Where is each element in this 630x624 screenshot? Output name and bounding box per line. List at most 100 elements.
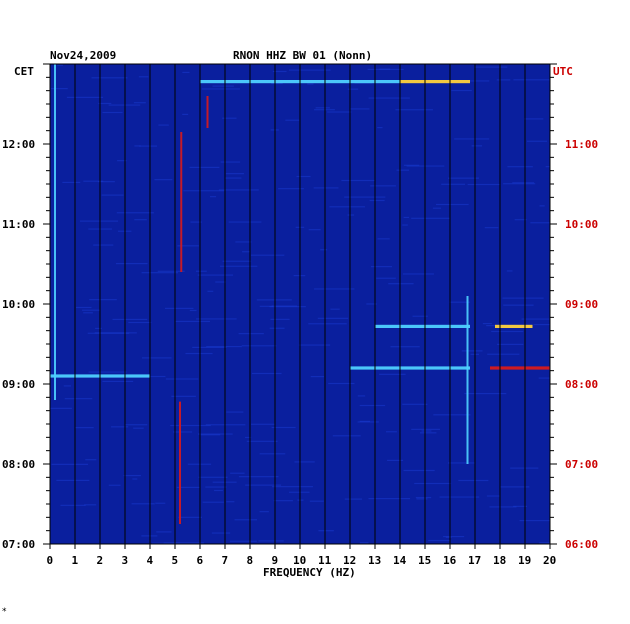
noise-streak: [198, 433, 233, 435]
noise-streak: [370, 185, 396, 187]
noise-streak: [177, 245, 199, 247]
noise-streak: [91, 77, 128, 79]
noise-streak: [317, 317, 349, 319]
spectral-band: [375, 324, 470, 328]
noise-streak: [530, 222, 550, 224]
x-tick-label: 14: [393, 554, 407, 567]
noise-streak: [207, 290, 214, 292]
noise-streak: [234, 519, 258, 521]
noise-streak: [225, 173, 244, 175]
noise-streak: [259, 305, 274, 307]
noise-streak: [526, 140, 548, 142]
noise-streak: [415, 496, 432, 499]
noise-streak: [112, 318, 148, 321]
noise-streak: [101, 194, 124, 196]
noise-streak: [489, 506, 517, 508]
y-right-tick-label: 08:00: [565, 378, 598, 391]
y-right-tick-label: 10:00: [565, 218, 598, 231]
noise-streak: [158, 124, 169, 126]
noise-streak: [83, 180, 104, 182]
noise-streak: [309, 500, 324, 502]
chart-title: RNON HHZ BW 01 (Nonn): [233, 49, 372, 62]
noise-streak: [196, 318, 237, 320]
noise-streak: [271, 82, 283, 85]
noise-streak: [484, 227, 499, 229]
noise-streak: [503, 183, 536, 185]
noise-streak: [447, 462, 475, 464]
noise-streak: [388, 283, 414, 285]
noise-streak: [294, 461, 315, 463]
noise-streak: [341, 179, 376, 182]
noise-streak: [195, 270, 207, 272]
noise-streak: [190, 221, 202, 223]
noise-streak: [218, 189, 259, 191]
noise-streak: [66, 96, 104, 98]
noise-streak: [198, 476, 228, 478]
noise-streak: [117, 160, 127, 162]
x-tick-label: 17: [468, 554, 481, 567]
noise-streak: [206, 345, 242, 348]
noise-streak: [369, 199, 385, 202]
noise-streak: [176, 486, 200, 489]
date-label: Nov24,2009: [50, 49, 116, 62]
y-right-tick-label: 09:00: [565, 298, 598, 311]
noise-streak: [347, 214, 355, 216]
noise-streak: [201, 88, 240, 90]
noise-streak: [87, 332, 130, 334]
noise-streak: [50, 88, 68, 90]
noise-streak: [285, 119, 300, 121]
noise-streak: [289, 491, 310, 493]
noise-streak: [298, 344, 331, 346]
noise-streak: [432, 207, 442, 209]
noise-streak: [165, 378, 199, 380]
noise-streak: [163, 542, 205, 544]
noise-streak: [402, 403, 428, 405]
spectral-line: [206, 96, 209, 128]
noise-streak: [245, 436, 252, 439]
noise-streak: [229, 540, 257, 542]
noise-streak: [222, 117, 237, 119]
noise-streak: [123, 474, 141, 477]
noise-streak: [64, 398, 93, 400]
noise-streak: [458, 479, 489, 482]
noise-streak: [513, 79, 550, 81]
noise-streak: [235, 241, 252, 243]
noise-streak: [211, 532, 231, 534]
noise-streak: [97, 181, 115, 183]
noise-streak: [514, 219, 527, 221]
noise-streak: [428, 539, 451, 542]
y-left-tick-label: 11:00: [2, 218, 35, 231]
noise-streak: [403, 164, 420, 166]
x-tick-label: 6: [197, 554, 204, 567]
y-left-tick-labels: 12:00 11:00 10:00 09:00 08:00 07:00: [2, 138, 35, 551]
x-tick-label: 2: [97, 554, 104, 567]
noise-streak: [182, 113, 189, 115]
noise-streak: [228, 221, 262, 223]
x-tick-label: 3: [122, 554, 129, 567]
x-tick-label: 7: [222, 554, 229, 567]
noise-streak: [242, 251, 251, 253]
noise-streak: [202, 501, 224, 503]
noise-streak: [533, 323, 550, 326]
y-left-tick-label: 08:00: [2, 458, 35, 471]
noise-streak: [209, 196, 217, 198]
noise-streak: [486, 495, 501, 497]
x-tick-label: 11: [318, 554, 332, 567]
noise-streak: [88, 371, 127, 373]
noise-streak: [156, 531, 172, 533]
heatmap-area: [50, 64, 550, 544]
spectral-band: [490, 366, 550, 370]
noise-streak: [154, 179, 173, 181]
noise-streak: [421, 430, 432, 432]
noise-streak: [379, 373, 406, 375]
noise-streak: [212, 85, 234, 87]
noise-streak: [189, 166, 220, 168]
noise-streak: [368, 497, 411, 500]
x-tick-label: 1: [72, 554, 79, 567]
x-tick-label: 15: [418, 554, 431, 567]
noise-streak: [222, 260, 252, 262]
noise-streak: [445, 536, 452, 538]
noise-streak: [387, 459, 404, 462]
noise-streak: [108, 484, 121, 486]
noise-streak: [205, 486, 227, 488]
